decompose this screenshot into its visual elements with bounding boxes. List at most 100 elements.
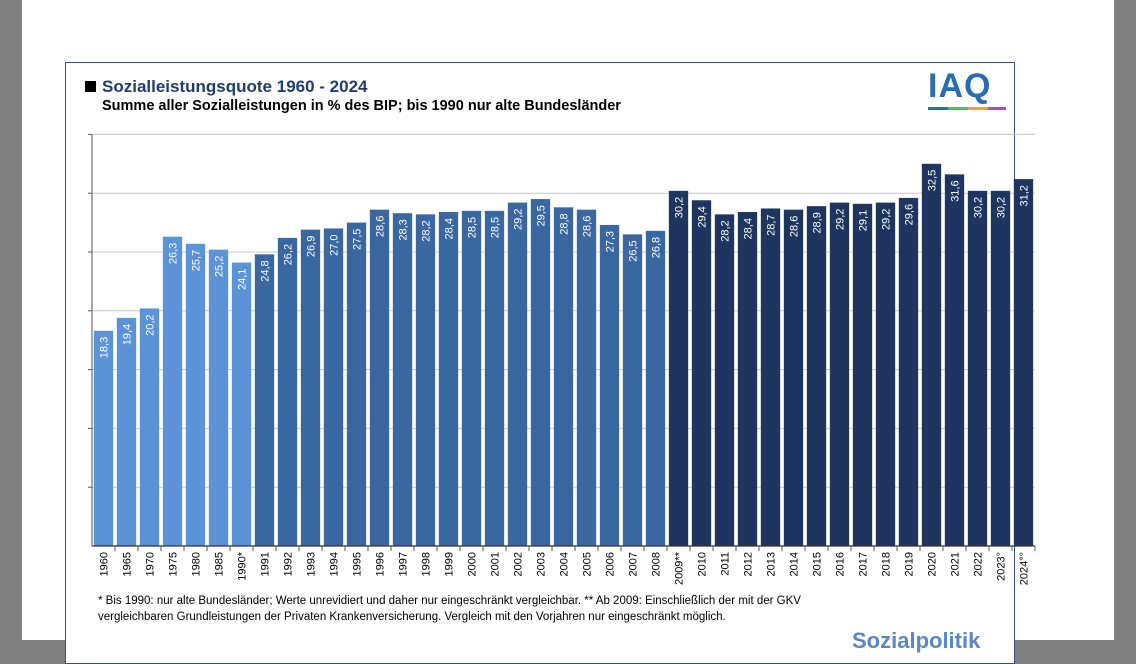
bar [277, 237, 298, 546]
bar-value-label: 26,9 [306, 236, 318, 257]
bar-value-label: 18,3 [99, 337, 111, 358]
x-tick-label: 2007 [628, 552, 640, 576]
x-tick-label: 2024°° [1019, 552, 1031, 585]
bar [921, 163, 942, 547]
x-tick-label: 2019 [904, 552, 916, 576]
x-tick-label: 1994 [329, 552, 341, 576]
bar [645, 230, 666, 546]
bar-value-label: 30,2 [674, 197, 686, 218]
bar [185, 243, 206, 546]
x-tick-label: 2017 [858, 552, 870, 576]
bar [691, 200, 712, 547]
x-tick-label: 2013 [766, 552, 778, 576]
bar-value-label: 27,0 [329, 234, 341, 255]
x-tick-label: 2000 [467, 552, 479, 576]
bar [116, 317, 137, 546]
x-tick-label: 1999 [444, 552, 456, 576]
x-tick-label: 2020 [927, 552, 939, 576]
x-tick-label: 1995 [352, 552, 364, 576]
logo-stripe-purple [988, 107, 1006, 110]
bar-value-label: 24,1 [237, 269, 249, 290]
bar [438, 212, 459, 547]
bar [829, 202, 850, 546]
iaq-logo: IAQ [928, 67, 1008, 111]
bar-value-label: 28,9 [812, 212, 824, 233]
x-tick-label: 1991 [260, 552, 272, 576]
bar-value-label: 25,2 [214, 256, 226, 277]
x-tick-label: 2016 [835, 552, 847, 576]
bar [852, 203, 873, 546]
bar [806, 206, 827, 547]
bar-value-label: 30,2 [996, 197, 1008, 218]
bar [898, 197, 919, 547]
bar-value-label: 28,4 [444, 218, 456, 239]
bar-value-label: 30,2 [973, 197, 985, 218]
bar-value-label: 28,2 [720, 220, 732, 241]
x-tick-label: 2005 [582, 552, 594, 576]
bar [484, 210, 505, 546]
bar [369, 209, 390, 546]
bar-value-label: 28,6 [375, 216, 387, 237]
bar [944, 174, 965, 546]
bar-value-label: 28,4 [743, 218, 755, 239]
bar-value-label: 29,6 [904, 204, 916, 225]
footer-logo-text: Sozialpolitik [852, 628, 981, 653]
bar-value-label: 26,2 [283, 244, 295, 265]
x-tick-label: 2010 [697, 552, 709, 576]
bar-value-label: 29,2 [835, 209, 847, 230]
axes: 1960 1965 1970 1975 1980 1985 1990* 1991 1992 199… [88, 133, 1036, 585]
bar-value-label: 28,5 [467, 217, 479, 238]
bar-chart: 18,3 19,4 20,2 26,3 25,7 25,2 24,1 24,8 26,2 26,9… [88, 133, 1036, 585]
x-tick-label: 2006 [605, 552, 617, 576]
x-tick-label: 2008 [651, 552, 663, 576]
bar-value-label: 20,2 [145, 314, 157, 335]
x-tick-label: 1997 [398, 552, 410, 576]
bar-value-label: 29,4 [697, 206, 709, 227]
x-tick-label: 2021 [950, 552, 962, 576]
bar [599, 224, 620, 546]
bar-value-label: 28,2 [421, 220, 433, 241]
x-tick-label: 2022 [973, 552, 985, 576]
iaq-logo-text: IAQ [928, 67, 992, 105]
bar-value-label: 29,1 [858, 210, 870, 231]
x-tick-label: 1998 [421, 552, 433, 576]
logo-stripe-blue [928, 107, 948, 110]
bar [139, 308, 160, 546]
logo-stripe-green [948, 107, 968, 110]
bars: 18,3 19,4 20,2 26,3 25,7 25,2 24,1 24,8 26,2 26,9… [93, 163, 1034, 547]
bar [783, 209, 804, 546]
bar-value-label: 26,5 [628, 240, 640, 261]
x-tick-label: 2011 [720, 552, 732, 576]
x-tick-label: 1990* [237, 551, 249, 580]
bar-value-label: 27,5 [352, 229, 364, 250]
bar [714, 214, 735, 547]
x-tick-label: 1993 [306, 552, 318, 576]
bar-value-label: 24,8 [260, 260, 272, 281]
bar [576, 209, 597, 546]
x-tick-label: 2001 [490, 552, 502, 576]
x-tick-label: 1975 [168, 552, 180, 576]
bar-value-label: 28,6 [789, 216, 801, 237]
bar-value-label: 28,7 [766, 214, 778, 235]
bar [162, 236, 183, 546]
x-tick-label: 1970 [145, 552, 157, 576]
bar [415, 214, 436, 547]
bar-value-label: 32,5 [927, 170, 939, 191]
bar-value-label: 25,7 [191, 250, 203, 271]
bar-value-label: 28,3 [398, 219, 410, 240]
bar [990, 190, 1011, 546]
bar-value-label: 29,2 [881, 209, 893, 230]
bar-value-label: 29,2 [513, 209, 525, 230]
bar-value-label: 29,5 [536, 205, 548, 226]
bar-value-label: 26,8 [651, 237, 663, 258]
chart-title: Sozialleistungsquote 1960 - 2024 [102, 77, 368, 96]
bar [668, 190, 689, 546]
footnote: * Bis 1990: nur alte Bundesländer; Werte… [98, 595, 801, 623]
bar [1013, 179, 1034, 546]
bar-value-label: 19,4 [122, 324, 134, 345]
bar [760, 208, 781, 546]
x-tick-label: 2012 [743, 552, 755, 576]
bar [967, 190, 988, 546]
bar-value-label: 27,3 [605, 231, 617, 252]
logo-stripe-orange [968, 107, 988, 110]
